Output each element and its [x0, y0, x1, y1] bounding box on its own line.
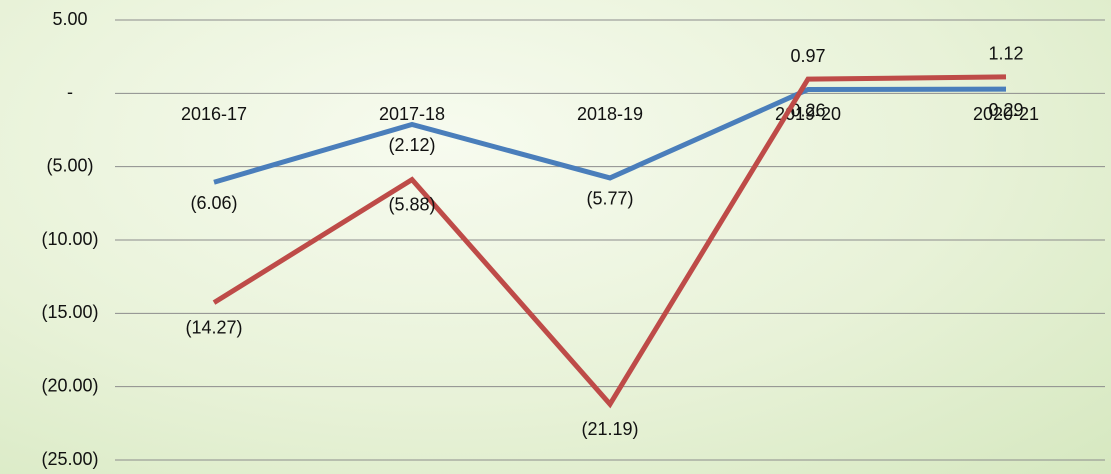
y-tick-label: -	[67, 82, 73, 102]
data-label: (21.19)	[581, 419, 638, 439]
y-tick-label: 5.00	[52, 9, 87, 29]
data-label: 0.26	[790, 100, 825, 120]
data-label: 1.12	[988, 44, 1023, 64]
data-label: (5.77)	[586, 189, 633, 209]
data-label: (6.06)	[190, 193, 237, 213]
y-tick-label: (25.00)	[41, 449, 98, 469]
x-tick-label: 2017-18	[379, 104, 445, 124]
data-label: (5.88)	[388, 194, 435, 214]
y-tick-label: (5.00)	[46, 155, 93, 175]
x-tick-label: 2020-21	[973, 104, 1039, 124]
data-label: 0.97	[790, 46, 825, 66]
y-tick-label: (15.00)	[41, 302, 98, 322]
series-line	[213, 86, 1007, 185]
data-label: (2.12)	[388, 135, 435, 155]
x-tick-label: 2018-19	[577, 104, 643, 124]
y-tick-label: (10.00)	[41, 229, 98, 249]
x-tick-label: 2016-17	[181, 104, 247, 124]
series-line	[212, 74, 1007, 409]
y-tick-label: (20.00)	[41, 375, 98, 395]
data-label: 0.29	[988, 100, 1023, 120]
data-label: (14.27)	[185, 317, 242, 337]
